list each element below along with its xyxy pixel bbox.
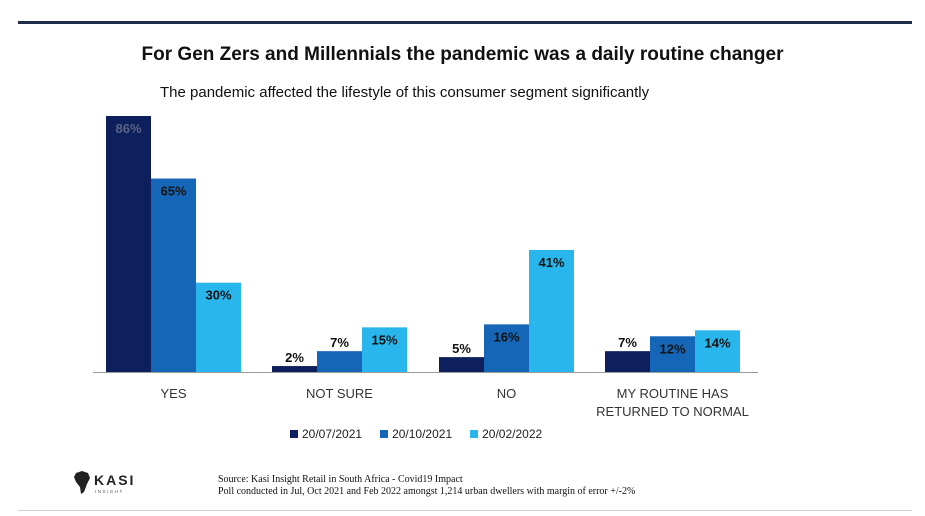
legend-label-series-3: 20/02/2022	[482, 427, 543, 441]
legend: 20/07/2021 20/10/2021 20/02/2022	[290, 426, 542, 442]
legend-swatch-series-3	[470, 430, 479, 438]
bar-1-series-1	[106, 116, 151, 372]
bar-4-series-2	[650, 336, 695, 372]
bar-2-series-3	[362, 327, 407, 372]
source-note: Source: Kasi Insight Retail in South Afr…	[218, 474, 635, 498]
data-label-4-series-2: 12%	[659, 341, 685, 356]
bar-4-series-3	[695, 330, 740, 372]
data-label-3-series-3: 41%	[538, 255, 564, 270]
bar-3-series-1	[439, 357, 484, 372]
chart-title: For Gen Zers and Millennials the pandemi…	[141, 44, 784, 65]
bar-1-series-2	[151, 178, 196, 372]
data-label-2-series-1: 2%	[285, 350, 304, 365]
legend-swatch-series-1	[290, 430, 298, 438]
bar-2-series-2	[317, 351, 362, 372]
category-label-4-line-2: RETURNED TO NORMAL	[596, 404, 749, 419]
logo-wordmark: KASI	[94, 472, 135, 488]
data-label-3-series-2: 16%	[493, 329, 519, 344]
legend-item-series-1: 20/07/2021	[290, 427, 362, 441]
bar-2-series-1	[272, 366, 317, 372]
category-label-3: NO	[497, 386, 517, 401]
data-label-3-series-1: 5%	[452, 341, 471, 356]
top-rule	[18, 21, 912, 24]
source-line-2: Poll conducted in Jul, Oct 2021 and Feb …	[218, 486, 636, 497]
logo-tagline: INSIGHT	[95, 489, 124, 494]
legend-label-series-2: 20/10/2021	[392, 427, 453, 441]
legend-item-series-3: 20/02/2022	[470, 427, 542, 441]
chart-subtitle: The pandemic affected the lifestyle of t…	[160, 84, 650, 101]
bar-3-series-3	[529, 249, 574, 372]
legend-label-series-1: 20/07/2021	[302, 427, 363, 441]
bottom-rule	[18, 510, 912, 511]
bar-1-series-3	[196, 282, 241, 372]
category-label-1: YES	[160, 386, 186, 401]
data-label-1-series-3: 30%	[205, 288, 231, 303]
category-label-2: NOT SURE	[306, 386, 373, 401]
bar-4-series-1	[605, 351, 650, 372]
legend-swatch-series-2	[380, 430, 389, 438]
data-label-1-series-1: 86%	[115, 121, 141, 136]
bar-3-series-2	[484, 324, 529, 372]
source-line-1: Source: Kasi Insight Retail in South Afr…	[218, 474, 463, 485]
data-label-2-series-2: 7%	[330, 335, 349, 350]
data-label-4-series-1: 7%	[618, 335, 637, 350]
data-label-4-series-3: 14%	[704, 335, 730, 350]
category-label-4-line-1: MY ROUTINE HAS	[617, 386, 729, 401]
data-label-2-series-3: 15%	[371, 332, 397, 347]
bar-chart: 86% 2% 5% 7% 65% 7% 16% 12% 30% 15% 41% 14% YES NOT S…	[93, 116, 758, 419]
legend-item-series-2: 20/10/2021	[380, 427, 452, 441]
kasi-logo: KASI INSIGHT	[74, 471, 135, 494]
data-label-1-series-2: 65%	[160, 184, 186, 199]
